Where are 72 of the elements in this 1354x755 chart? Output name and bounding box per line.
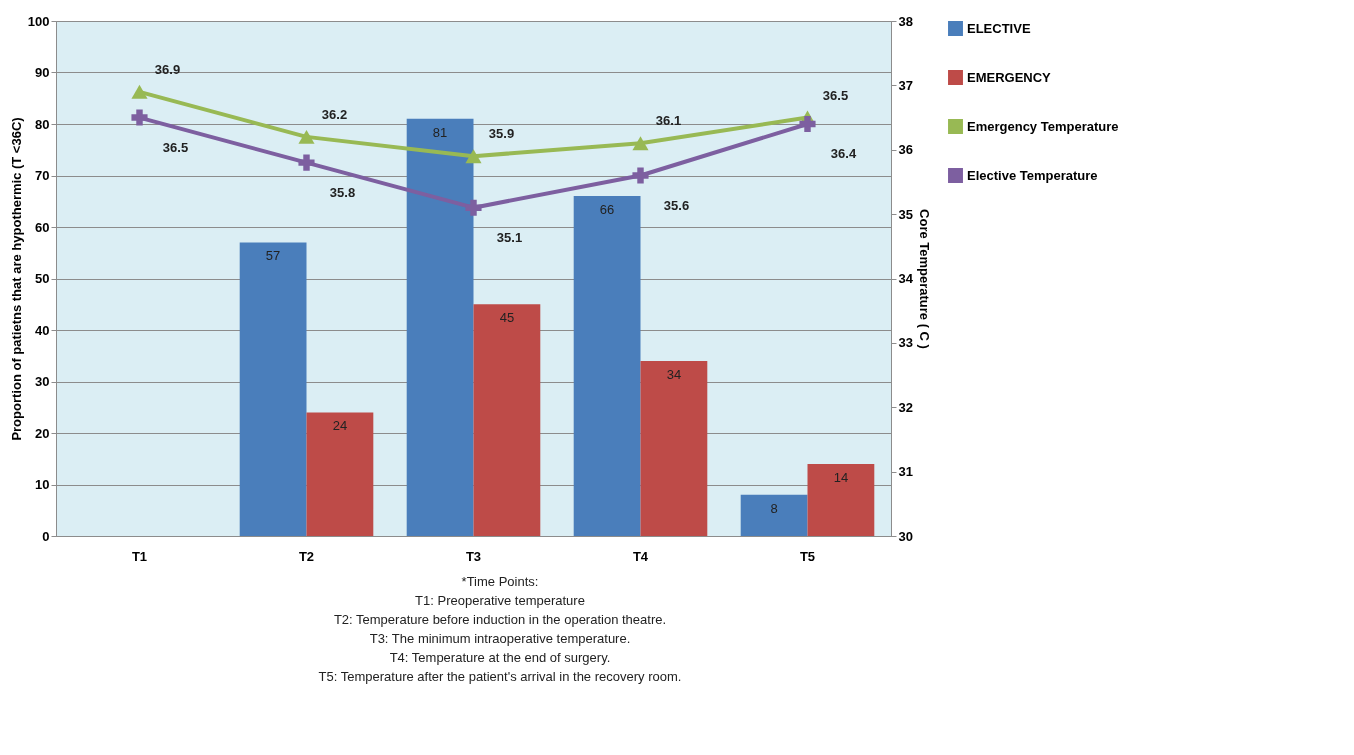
y2-tick-label: 37 <box>898 77 913 93</box>
y-tick-label: 40 <box>35 322 50 338</box>
bar <box>573 196 641 536</box>
y-tick-label: 20 <box>35 425 50 441</box>
y2-tick-label: 32 <box>898 399 913 415</box>
legend-label: Elective Temperature <box>967 167 1098 183</box>
y-tick-label: 70 <box>35 168 50 183</box>
text: T5: Temperature after the patient's arrival in the recovery room. <box>317 668 683 686</box>
point <box>131 84 148 99</box>
data-label: 35.1 <box>496 229 523 245</box>
text: *Time Points: <box>460 573 540 591</box>
text: T3: The minimum intraoperative temperature. <box>368 630 632 648</box>
legend-label: EMERGENCY <box>967 69 1052 85</box>
bar <box>306 412 374 536</box>
data-label: 35.8 <box>329 184 356 200</box>
y2-tick-label: 30 <box>898 528 913 544</box>
y-tick-label: 90 <box>35 65 50 80</box>
data-label: 34 <box>666 366 682 382</box>
data-label: 36.4 <box>830 146 857 161</box>
x-tick-label: T4 <box>632 548 649 564</box>
y2-tick-label: 35 <box>898 206 913 222</box>
x-tick-label: T3 <box>465 548 482 564</box>
data-label: 36.5 <box>162 139 189 155</box>
y-tick-label: 0 <box>42 528 50 544</box>
legend-label: ELECTIVE <box>967 20 1031 36</box>
y2-tick-label: 31 <box>898 464 913 480</box>
bar <box>740 494 808 536</box>
y2-tick-label: 38 <box>898 13 913 29</box>
bar <box>406 118 474 536</box>
bar <box>640 360 708 536</box>
data-label: 35.9 <box>488 126 515 142</box>
y2-tick-label: 36 <box>898 142 913 158</box>
point <box>799 115 816 133</box>
text: T2: Temperature before induction in the operation theatre. <box>332 611 668 629</box>
y-tick-label: 10 <box>35 477 50 492</box>
bar <box>239 242 307 536</box>
point <box>298 154 315 171</box>
point <box>632 167 649 184</box>
y-tick-label: 50 <box>35 271 50 286</box>
point <box>298 129 315 144</box>
x-tick-label: T2 <box>298 548 315 564</box>
data-label: 14 <box>833 469 849 485</box>
y-tick-label: 80 <box>35 116 50 132</box>
text: T4: Temperature at the end of surgery. <box>388 649 612 667</box>
y-tick-label: 30 <box>35 374 50 389</box>
data-label: 57 <box>265 248 281 264</box>
data-label: 81 <box>432 124 448 140</box>
point <box>632 136 649 151</box>
data-label: 24 <box>332 418 348 434</box>
text: T1: Preoperative temperature <box>414 592 586 610</box>
y-tick-label: 100 <box>27 13 50 29</box>
x-tick-label: T5 <box>799 548 816 564</box>
bar <box>807 463 875 536</box>
data-label: 45 <box>499 310 515 326</box>
data-label: 66 <box>599 202 615 218</box>
y-tick-label: 60 <box>35 219 50 235</box>
point <box>465 149 482 164</box>
y2-axis-title: Core Temperature ( C ) <box>916 209 932 349</box>
x-tick-label: T1 <box>131 548 148 564</box>
y-axis-title: Proportion of patietns that are hypothermic (T <36C) <box>8 117 24 441</box>
data-label: 35.6 <box>663 197 690 213</box>
data-label: 8 <box>770 500 778 516</box>
point <box>131 109 148 126</box>
bar <box>473 304 541 536</box>
point <box>465 199 482 216</box>
data-label: 36.5 <box>822 87 849 103</box>
data-label: 36.9 <box>154 61 181 77</box>
data-label: 36.1 <box>655 113 682 129</box>
y2-tick-label: 33 <box>898 335 913 351</box>
legend-label: Emergency Temperature <box>967 118 1119 134</box>
y2-tick-label: 34 <box>898 271 914 286</box>
data-label: 36.2 <box>321 106 348 122</box>
